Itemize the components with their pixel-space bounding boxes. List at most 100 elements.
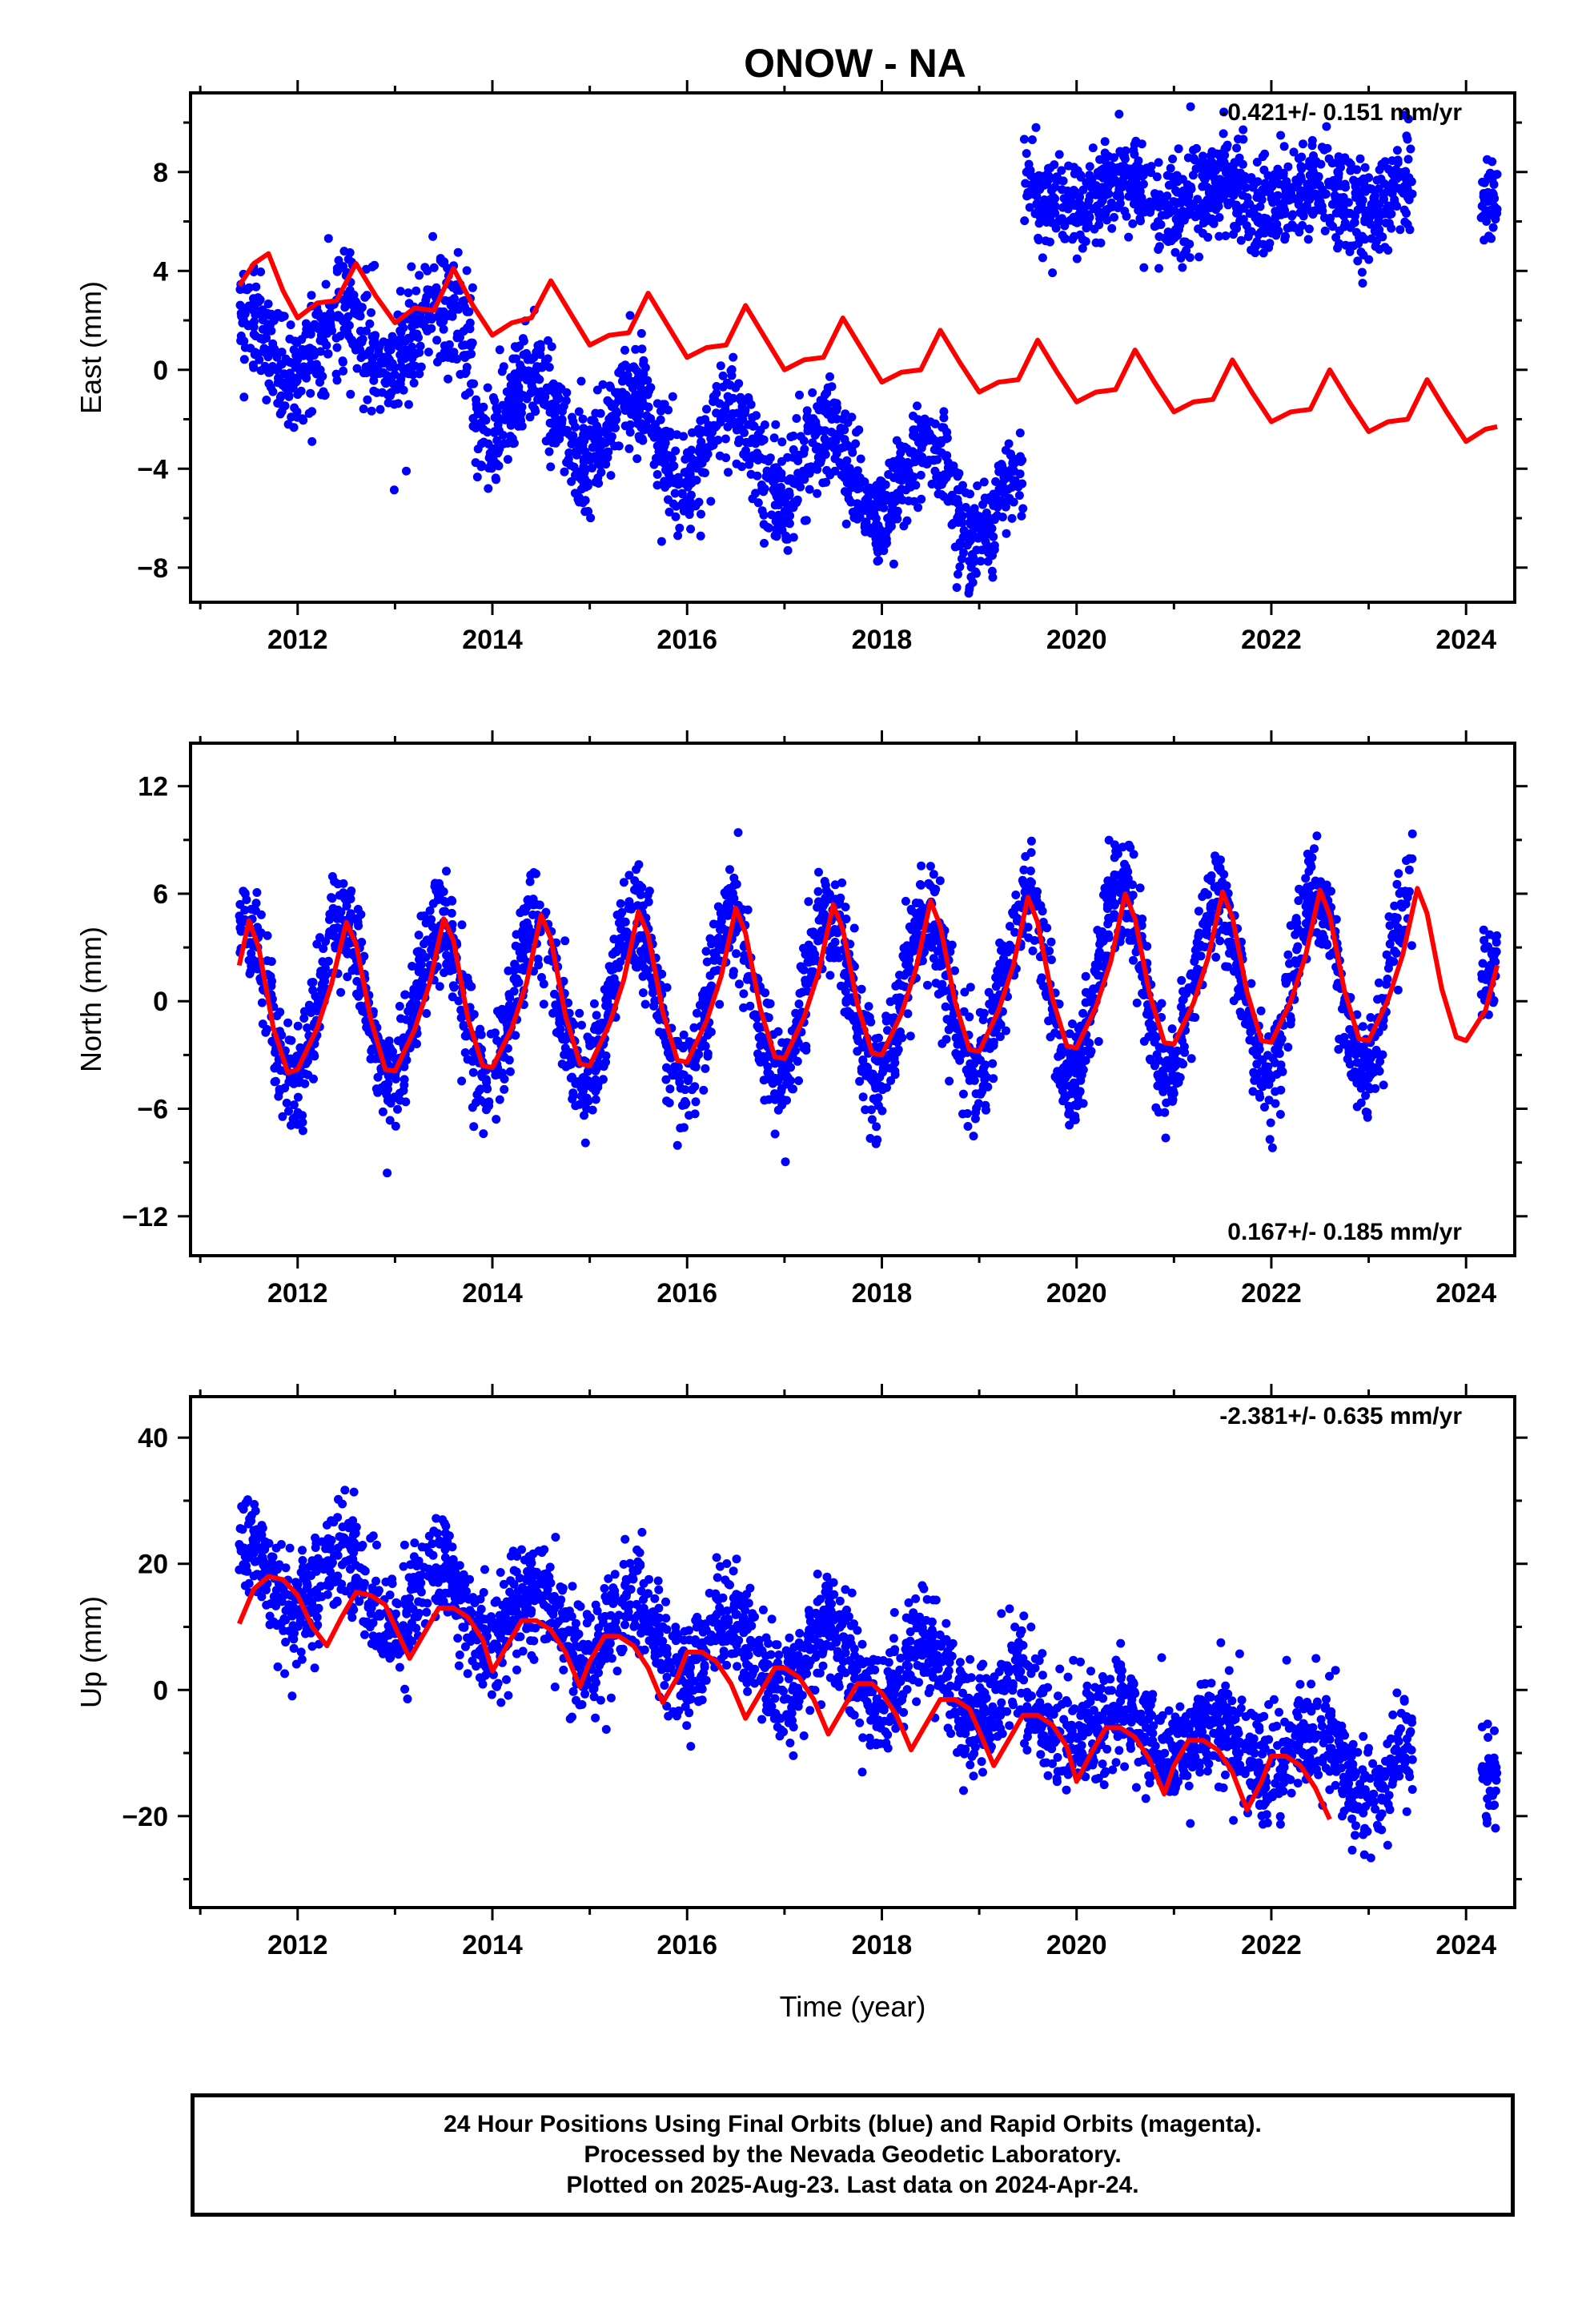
- east-data-point: [578, 498, 588, 508]
- north-data-point: [803, 957, 813, 967]
- east-data-point: [461, 368, 471, 377]
- north-data-point: [903, 1009, 913, 1019]
- east-data-point: [1168, 155, 1178, 163]
- east-data-point: [1069, 163, 1078, 172]
- east-data-point: [1281, 182, 1291, 191]
- east-data-point: [640, 363, 650, 372]
- east-data-point: [1130, 172, 1138, 182]
- north-data-point: [655, 1015, 665, 1024]
- east-data-point: [806, 462, 816, 472]
- east-data-point: [718, 408, 728, 417]
- east-data-point: [1252, 193, 1262, 202]
- east-data-point: [1381, 219, 1391, 227]
- east-data-point: [847, 412, 857, 422]
- east-data-point: [795, 390, 804, 400]
- east-data-point: [383, 344, 393, 354]
- north-data-point: [972, 1051, 982, 1061]
- east-data-point: [301, 329, 311, 339]
- north-data-point: [319, 944, 328, 953]
- east-data-point: [1294, 154, 1303, 163]
- north-data-point: [619, 878, 628, 887]
- east-data-point: [1131, 161, 1141, 171]
- north-data-point: [412, 999, 421, 1008]
- east-data-point: [1072, 215, 1082, 224]
- north-data-point: [794, 999, 804, 1009]
- north-data-point: [560, 936, 570, 946]
- east-data-point: [670, 489, 680, 498]
- east-data-point: [1100, 148, 1110, 158]
- east-data-point: [733, 408, 742, 418]
- north-data-point: [857, 984, 866, 994]
- east-data-point: [763, 522, 773, 532]
- north-data-point: [833, 928, 842, 938]
- east-data-point: [270, 344, 279, 354]
- east-data-point: [1202, 166, 1211, 175]
- east-data-point: [1384, 164, 1393, 174]
- north-data-point: [614, 918, 624, 927]
- east-data-point: [291, 360, 300, 369]
- north-data-point: [717, 937, 727, 947]
- north-data-point: [988, 1059, 998, 1068]
- east-data-point: [1478, 177, 1488, 187]
- east-data-point: [1114, 178, 1123, 187]
- east-plot-frame: [189, 91, 1516, 604]
- east-data-point: [1339, 193, 1348, 202]
- north-data-point: [475, 1086, 484, 1096]
- east-data-point: [1010, 476, 1020, 485]
- north-data-point: [519, 920, 528, 930]
- east-data-point: [508, 387, 518, 396]
- east-data-point: [640, 386, 650, 396]
- east-data-point: [749, 421, 759, 431]
- east-data-point: [1315, 181, 1324, 190]
- east-data-point: [1198, 182, 1207, 191]
- north-data-point: [414, 947, 424, 956]
- east-data-point: [1202, 211, 1211, 220]
- north-data-point: [849, 923, 859, 933]
- east-data-point: [375, 404, 385, 414]
- north-data-point: [303, 1070, 313, 1080]
- north-data-point: [793, 1038, 803, 1047]
- east-data-point: [1287, 211, 1297, 221]
- north-data-point: [825, 953, 835, 963]
- east-data-point: [1356, 247, 1366, 257]
- north-data-point: [1008, 907, 1018, 917]
- east-data-point: [444, 352, 453, 362]
- east-data-point: [1084, 195, 1094, 205]
- east-data-point: [244, 301, 254, 311]
- north-data-point: [926, 880, 935, 890]
- east-data-point: [421, 323, 431, 332]
- east-data-point: [1172, 199, 1182, 208]
- east-data-point: [236, 332, 246, 340]
- east-data-point: [818, 478, 828, 488]
- north-data-point: [1010, 927, 1020, 937]
- north-data-point: [709, 967, 719, 976]
- east-data-point: [275, 399, 284, 408]
- east-data-point: [462, 266, 472, 275]
- east-data-point: [277, 348, 287, 357]
- north-data-point: [922, 939, 932, 949]
- east-data-point: [1352, 165, 1362, 175]
- east-data-point: [1299, 139, 1307, 149]
- east-data-point: [415, 271, 424, 280]
- east-data-point: [902, 467, 912, 476]
- east-data-point: [1271, 231, 1281, 240]
- east-data-point: [1085, 171, 1094, 180]
- north-data-point: [733, 923, 742, 933]
- north-data-point: [448, 896, 457, 906]
- east-data-point: [897, 456, 906, 466]
- north-data-point: [435, 982, 444, 991]
- east-data-point: [334, 255, 343, 265]
- east-data-point: [729, 352, 738, 362]
- east-data-point: [387, 332, 397, 341]
- east-data-point: [749, 451, 758, 460]
- east-data-point: [715, 451, 725, 460]
- north-data-point: [449, 983, 459, 992]
- north-data-point: [391, 1121, 400, 1131]
- north-data-point: [661, 1040, 671, 1050]
- north-data-point: [299, 1014, 309, 1023]
- east-data-point: [939, 413, 949, 423]
- east-data-point: [1339, 222, 1349, 231]
- east-data-point: [881, 530, 890, 540]
- north-data-point: [945, 1076, 954, 1086]
- north-data-point: [416, 955, 425, 964]
